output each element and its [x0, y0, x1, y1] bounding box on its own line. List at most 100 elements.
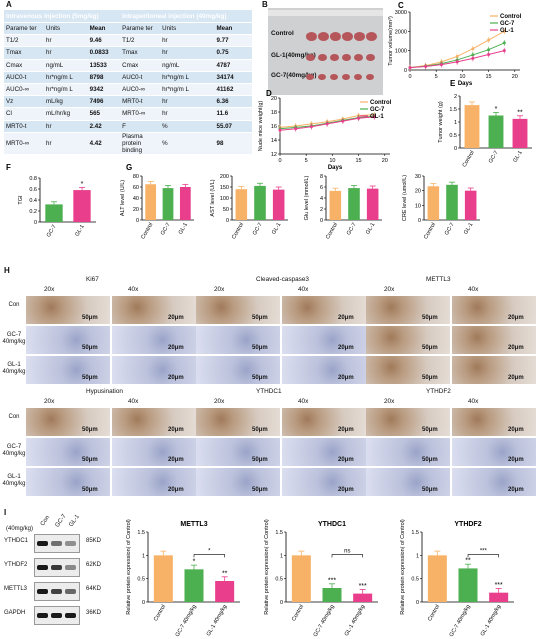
significance-mark: *	[495, 106, 498, 113]
ihc-image	[452, 296, 536, 324]
bar	[184, 569, 204, 602]
ihc-scale-label: 20μm	[338, 487, 354, 493]
y-tick-label: 0.8	[29, 176, 37, 182]
legend-label: GL-1	[500, 28, 514, 34]
data-point	[471, 53, 475, 57]
x-axis-label: Days	[458, 81, 473, 87]
ihc-scale-label: 20μm	[168, 375, 184, 381]
y-tick-label: 0.4	[29, 198, 37, 204]
pk-row: Vz mL/kg 7496 MRT0-t hr 6.36	[4, 95, 252, 109]
bar	[366, 188, 379, 220]
wb-band	[37, 541, 48, 546]
bar	[153, 555, 173, 602]
comparison-label: *	[208, 548, 211, 554]
y-tick-label: 2000	[395, 29, 407, 35]
ihc-magnification: 40x	[128, 398, 139, 405]
ihc-scale-label: 20μm	[168, 427, 184, 433]
ihc-scale-label: 20μm	[338, 315, 354, 321]
ihc-row-label: GC-7 40mg/kg	[2, 332, 26, 345]
ihc-image	[112, 408, 196, 436]
ihc-scale-label: 20μm	[508, 487, 524, 493]
tumor-specimen	[306, 32, 317, 41]
panel-label-f: F	[6, 163, 11, 172]
ihc-magnification: 40x	[298, 286, 309, 293]
pk-cell: F	[120, 120, 161, 133]
bar	[272, 189, 285, 220]
bar	[488, 115, 504, 148]
x-tick-label: 15	[356, 158, 362, 164]
y-tick-label: 14	[271, 138, 277, 144]
ihc-stain-title: YTHDF2	[426, 388, 451, 395]
tumor-specimen	[354, 32, 365, 41]
y-tick-label: 20	[133, 207, 139, 213]
category-label: GC-7 40mg/kg	[175, 604, 198, 638]
ihc-image	[366, 326, 450, 354]
pk-cell: 0.0833	[87, 46, 121, 60]
legend-label: GC-7	[370, 107, 385, 113]
ihc-scale-label: 20μm	[338, 345, 354, 351]
category-label: GL-1	[178, 222, 189, 236]
y-axis-label: Tumor volume(mm³)	[388, 16, 394, 66]
y-tick-label: 1	[142, 553, 145, 559]
tumor-photo: Control GL-1(40mg/kg) GC-7(40mg/kg)	[268, 8, 383, 95]
x-tick-label: 0	[408, 74, 411, 80]
category-label: GC-7	[252, 222, 264, 236]
y-axis-label: AST level (U/L)	[210, 179, 216, 216]
tumor-specimen	[306, 54, 315, 62]
ihc-image	[196, 296, 280, 324]
pk-row: MRT0-∞ hr 4.42 Plasma protein binding% 98	[4, 132, 252, 155]
bar	[489, 592, 509, 602]
bar	[329, 190, 342, 220]
ihc-scale-label: 20μm	[168, 345, 184, 351]
data-point	[455, 54, 459, 58]
ihc-magnification: 20x	[384, 398, 395, 405]
category-label: GC-7	[444, 222, 456, 236]
data-point	[487, 38, 491, 42]
wb-protein-label: GAPDH	[4, 610, 26, 616]
ihc-row-label: GC-7 40mg/kg	[2, 444, 26, 457]
pk-cell: MRT0-t	[4, 120, 44, 133]
pk-cell: AUC0-∞	[120, 83, 161, 97]
y-tick-label: 0	[454, 146, 457, 152]
y-tick-label: 0	[280, 600, 283, 606]
ihc-scale-label: 50μm	[82, 345, 98, 351]
ihc-scale-label: 50μm	[252, 375, 268, 381]
significance-mark: **	[517, 109, 523, 116]
y-tick-label: 0	[418, 218, 421, 224]
ihc-scale-label: 20μm	[508, 315, 524, 321]
wb-protein-label: YTHDF2	[4, 562, 28, 568]
pk-cell: mL/hr/kg	[44, 107, 88, 121]
y-tick-label: 10	[415, 203, 421, 209]
wb-band	[37, 613, 48, 618]
photo-row-gl1: GL-1(40mg/kg)	[271, 52, 316, 59]
chart-title: METTL3	[180, 521, 207, 528]
photo-row-control: Control	[271, 30, 294, 37]
pk-row: MRT0-t hr 2.42 F% 55.07	[4, 120, 252, 133]
ihc-stain-title: Ki67	[86, 276, 99, 283]
category-label: GL-1	[365, 222, 376, 236]
y-tick-label: 8	[320, 174, 323, 180]
legend-label: GL-1	[370, 114, 384, 120]
wb-band	[37, 589, 48, 594]
pk-cell: 0.75	[214, 46, 252, 60]
data-point	[372, 115, 376, 119]
y-tick-label: 80	[133, 174, 139, 180]
data-point	[357, 116, 361, 120]
ihc-scale-label: 50μm	[82, 375, 98, 381]
pk-row: Tmax hr 0.0833 Tmax hr 0.75	[4, 46, 252, 60]
wb-band	[51, 613, 62, 618]
data-point	[502, 29, 506, 33]
pk-cell: hr	[160, 107, 215, 121]
pk-cell: 7496	[87, 95, 121, 109]
y-tick-label: 12	[271, 152, 277, 158]
significance-mark: ***	[359, 583, 367, 590]
pk-cell: ng/mL	[160, 59, 215, 72]
pk-row: T1/2 hr 9.46 T1/2 hr 9.77	[4, 34, 252, 48]
ihc-scale-label: 20μm	[508, 427, 524, 433]
significance-mark: **	[222, 570, 228, 577]
pk-cell: 4.42	[87, 132, 121, 155]
data-point	[502, 49, 506, 53]
pk-cell: 98	[214, 132, 252, 155]
y-tick-label: 0.5	[137, 577, 145, 583]
ihc-image	[282, 296, 366, 324]
